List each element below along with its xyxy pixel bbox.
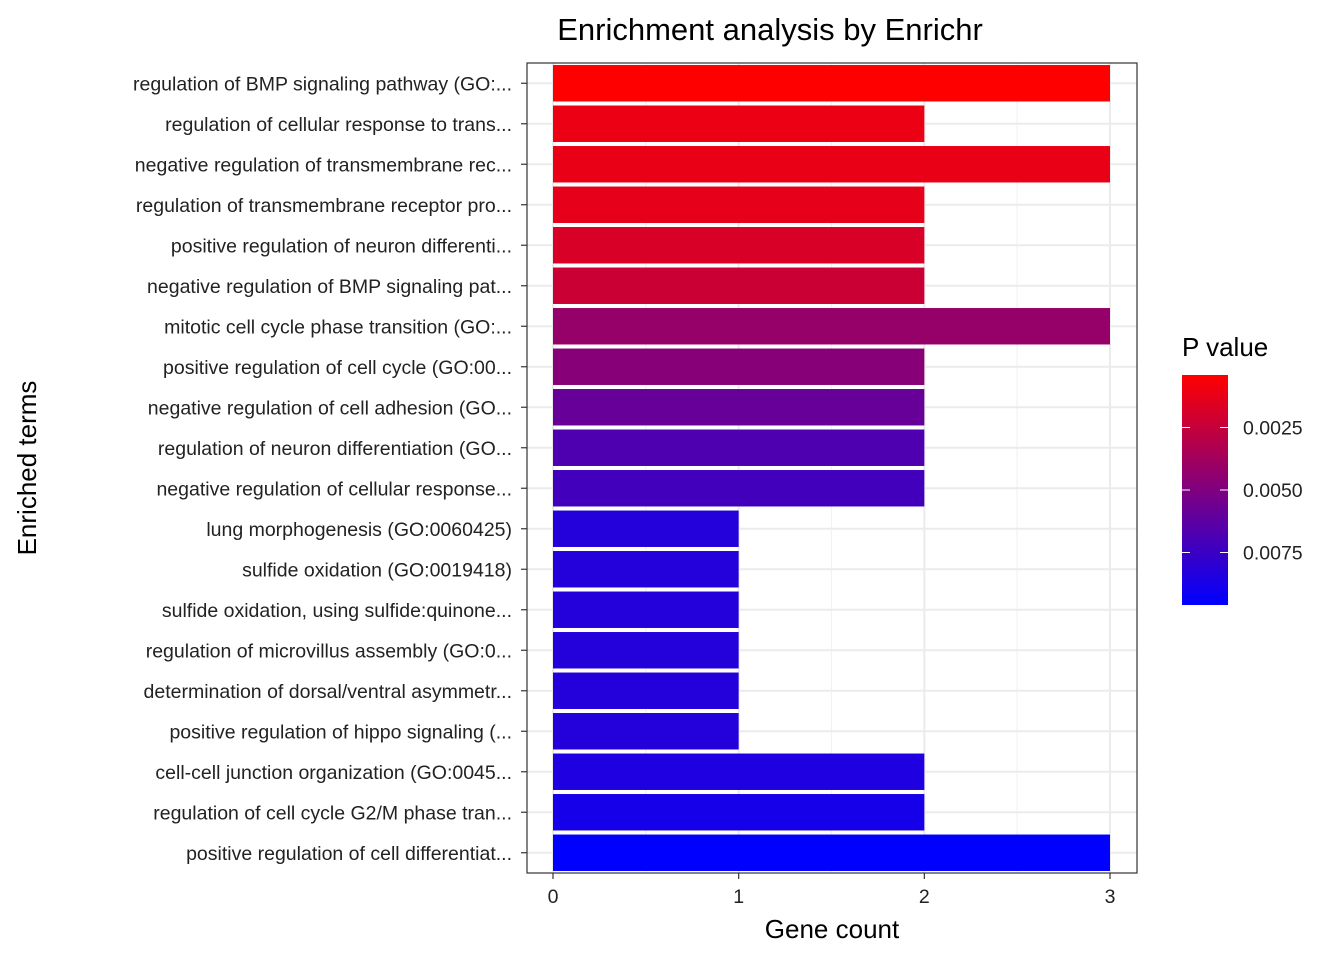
bar [553, 632, 739, 669]
bar [553, 65, 1110, 102]
bars [553, 65, 1110, 871]
y-tick-label: regulation of BMP signaling pathway (GO:… [133, 73, 512, 95]
y-tick-label: regulation of cellular response to trans… [165, 114, 512, 136]
bar [553, 146, 1110, 183]
bar [553, 186, 925, 223]
y-tick-label: mitotic cell cycle phase transition (GO:… [164, 316, 512, 338]
bar [553, 713, 739, 750]
y-tick-label: regulation of microvillus assembly (GO:0… [146, 640, 512, 662]
bar [553, 591, 739, 628]
y-tick-label: negative regulation of cell adhesion (GO… [148, 397, 512, 419]
x-axis: 0 1 2 3 [548, 873, 1116, 908]
y-tick-label: positive regulation of neuron differenti… [171, 235, 512, 257]
y-tick-label: negative regulation of transmembrane rec… [135, 154, 512, 176]
y-tick-label: sulfide oxidation (GO:0019418) [242, 559, 512, 581]
legend-tick-label: 0.0025 [1243, 418, 1303, 440]
bar [553, 794, 925, 831]
bar [553, 348, 925, 385]
y-tick-label: positive regulation of cell cycle (GO:00… [163, 357, 512, 379]
y-tick-label: sulfide oxidation, using sulfide:quinone… [162, 600, 512, 622]
legend-tick-label: 0.0050 [1243, 480, 1303, 502]
bar [553, 834, 1110, 871]
x-tick-label: 2 [919, 886, 930, 908]
y-axis: regulation of BMP signaling pathway (GO:… [133, 73, 527, 865]
legend: P value 0.0025 0.0050 0.0075 [1182, 332, 1303, 605]
bar [553, 551, 739, 588]
y-tick-label: regulation of neuron differentiation (GO… [158, 438, 512, 460]
y-tick-label: negative regulation of cellular response… [156, 478, 512, 500]
bar [553, 308, 1110, 345]
x-tick-label: 1 [733, 886, 744, 908]
y-tick-label: positive regulation of hippo signaling (… [169, 721, 512, 743]
y-tick-label: lung morphogenesis (GO:0060425) [206, 519, 512, 541]
y-tick-label: determination of dorsal/ventral asymmetr… [144, 681, 513, 703]
bar [553, 470, 925, 507]
x-tick-label: 0 [548, 886, 559, 908]
x-axis-title: Gene count [765, 914, 900, 944]
bar [553, 227, 925, 264]
bar [553, 267, 925, 304]
bar [553, 753, 925, 790]
legend-tick-label: 0.0075 [1243, 543, 1303, 565]
legend-ticks: 0.0025 0.0050 0.0075 [1182, 418, 1303, 565]
y-tick-label: regulation of cell cycle G2/M phase tran… [153, 802, 512, 824]
y-tick-label: cell-cell junction organization (GO:0045… [155, 762, 512, 784]
x-tick-label: 3 [1105, 886, 1116, 908]
y-tick-label: negative regulation of BMP signaling pat… [147, 276, 512, 298]
y-tick-label: positive regulation of cell differentiat… [186, 843, 512, 865]
bar [553, 672, 739, 709]
panel-border [526, 62, 1138, 874]
y-axis-title: Enriched terms [12, 381, 42, 556]
chart-title: Enrichment analysis by Enrichr [557, 12, 983, 47]
bar [553, 105, 925, 142]
legend-title: P value [1182, 332, 1268, 362]
y-tick-label: regulation of transmembrane receptor pro… [136, 195, 512, 217]
bar [553, 389, 925, 426]
bar [553, 510, 739, 547]
bar [553, 429, 925, 466]
